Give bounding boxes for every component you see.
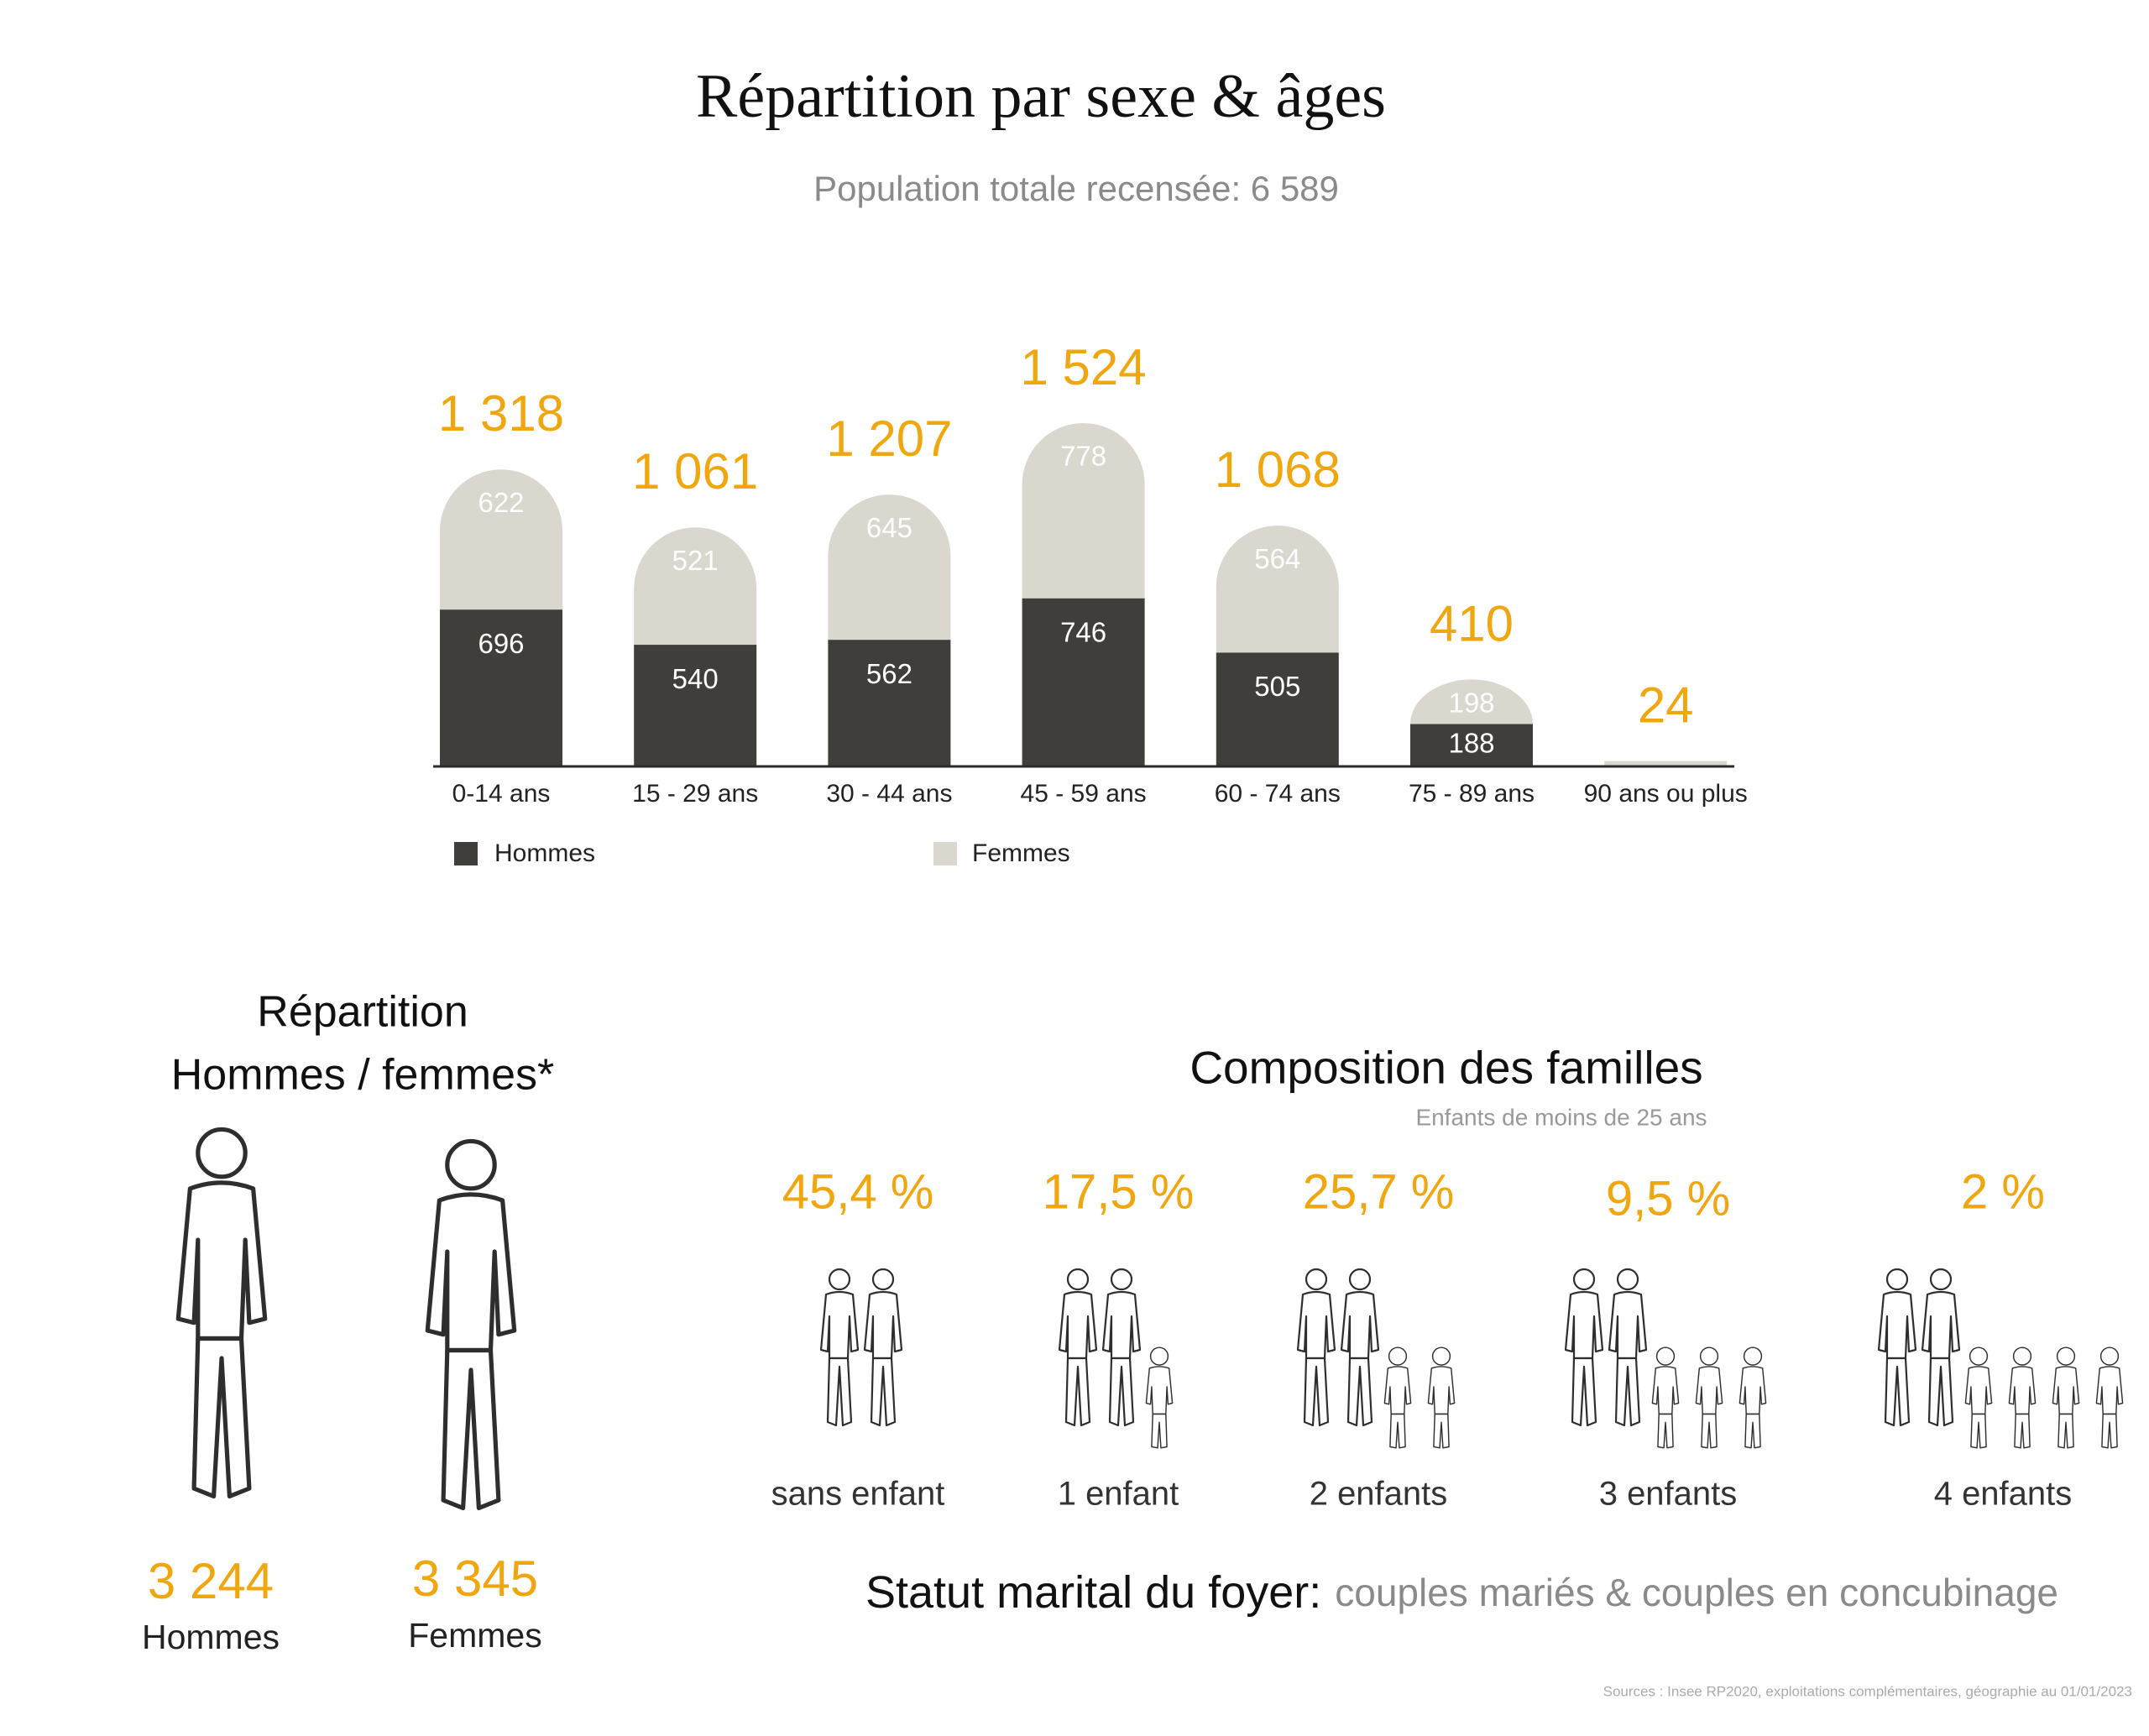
bar-segment	[634, 527, 757, 646]
family-percent: 2 %	[1961, 1164, 2045, 1219]
segment-label: 188	[1448, 727, 1494, 758]
family-illustration	[1921, 1268, 1961, 1427]
bar-segment	[1216, 526, 1339, 653]
legend-label: Hommes	[494, 839, 595, 867]
family-illustration	[1145, 1346, 1174, 1449]
segment-label: 696	[478, 628, 524, 659]
segment-label: 746	[1060, 617, 1106, 648]
segment-label: 521	[672, 545, 719, 576]
chart-subtitle: Population totale recensée: 6 589	[813, 169, 1339, 208]
total-label: 1 524	[1021, 339, 1147, 395]
section-title: Composition des familles	[1190, 1042, 1702, 1094]
bar-segment	[1410, 724, 1533, 766]
section-subtitle: Hommes / femmes*	[171, 1051, 555, 1100]
bar-total	[1604, 761, 1728, 766]
x-tick-label: 60 - 74 ans	[1215, 780, 1341, 808]
family-illustration	[1427, 1346, 1456, 1449]
family-label: 1 enfant	[1058, 1476, 1179, 1513]
bar-segment	[828, 494, 951, 641]
bar-segment	[1022, 423, 1145, 599]
family-illustration	[2008, 1346, 2037, 1449]
family-illustration	[1058, 1268, 1098, 1427]
family-label: 2 enfants	[1310, 1476, 1448, 1513]
bar-segment	[440, 609, 562, 766]
bar-segment	[828, 640, 951, 766]
men-count: 3 244	[148, 1553, 274, 1609]
women-label: Femmes	[408, 1616, 541, 1655]
family-illustration	[1101, 1268, 1142, 1427]
x-tick-label: 75 - 89 ans	[1409, 780, 1535, 808]
family-illustration	[2095, 1346, 2124, 1449]
family-illustration	[1564, 1268, 1604, 1427]
family-label: sans enfant	[771, 1476, 945, 1513]
bar-segment	[1216, 652, 1339, 766]
bar-segment	[440, 469, 562, 610]
family-percent: 9,5 %	[1606, 1171, 1730, 1226]
bar-chart: 0-14 ans 622 696 1 318 15 - 29 ans 521 540 1 06…	[438, 339, 1748, 808]
segment-label: 645	[866, 512, 912, 543]
family-illustration	[1651, 1346, 1680, 1449]
x-tick-label: 15 - 29 ans	[632, 780, 758, 808]
family-percent: 17,5 %	[1043, 1164, 1195, 1219]
bar-segment	[1410, 679, 1533, 724]
family-illustration	[1739, 1346, 1767, 1449]
chart-title: Répartition par sexe & âges	[696, 62, 1386, 131]
man-illustration	[178, 1129, 264, 1496]
legend-label: Femmes	[972, 839, 1070, 867]
segment-label: 778	[1060, 441, 1106, 472]
marital-status: Statut marital du foyer: couples mariés &…	[865, 1567, 2058, 1618]
marital-value: couples mariés & couples en concubinage	[1335, 1571, 2058, 1614]
family-illustration	[1340, 1268, 1380, 1427]
segment-label: 198	[1448, 688, 1494, 719]
family-illustration	[1964, 1346, 1993, 1449]
sources: Sources : Insee RP2020, exploitations co…	[1603, 1683, 2132, 1699]
family-illustration	[1608, 1268, 1648, 1427]
total-label: 24	[1638, 677, 1694, 733]
legend-swatch	[454, 842, 478, 865]
men-label: Hommes	[142, 1618, 280, 1656]
bar-segment	[634, 645, 757, 766]
family-percent: 45,4 %	[782, 1164, 934, 1219]
family-percent: 25,7 %	[1303, 1164, 1455, 1219]
x-tick-label: 90 ans ou plus	[1584, 780, 1748, 808]
family-illustration	[1296, 1268, 1336, 1427]
family-illustration	[1383, 1346, 1412, 1449]
total-label: 1 318	[438, 385, 564, 442]
family-illustration	[1877, 1268, 1917, 1427]
family-illustration	[863, 1268, 903, 1427]
x-tick-label: 45 - 59 ans	[1021, 780, 1147, 808]
total-label: 1 207	[826, 410, 952, 467]
marital-label: Statut marital du foyer:	[865, 1567, 1321, 1618]
segment-label: 562	[866, 658, 912, 689]
x-tick-label: 30 - 44 ans	[826, 780, 952, 808]
total-label: 1 068	[1215, 442, 1341, 498]
family-label: 4 enfants	[1934, 1476, 2073, 1513]
women-count: 3 345	[412, 1550, 538, 1607]
total-label: 410	[1430, 595, 1514, 651]
section-title: Répartition	[257, 988, 468, 1037]
woman-illustration	[427, 1141, 514, 1508]
segment-label: 505	[1254, 671, 1300, 702]
segment-label: 622	[478, 487, 524, 518]
total-label: 1 061	[632, 443, 758, 499]
segment-label: 540	[672, 663, 719, 694]
family-illustration	[819, 1268, 860, 1427]
section-subtitle: Enfants de moins de 25 ans	[1415, 1104, 1707, 1130]
family-illustration	[1695, 1346, 1723, 1449]
family-label: 3 enfants	[1599, 1476, 1738, 1513]
segment-label: 564	[1254, 543, 1300, 574]
bar-segment	[1022, 598, 1145, 766]
legend-swatch	[933, 842, 957, 865]
family-items: 45,4 % sans enfant 17,5 % 1 enfant 25,7 % 2 e…	[771, 1164, 2124, 1513]
x-tick-label: 0-14 ans	[452, 780, 551, 808]
family-illustration	[2052, 1346, 2080, 1449]
